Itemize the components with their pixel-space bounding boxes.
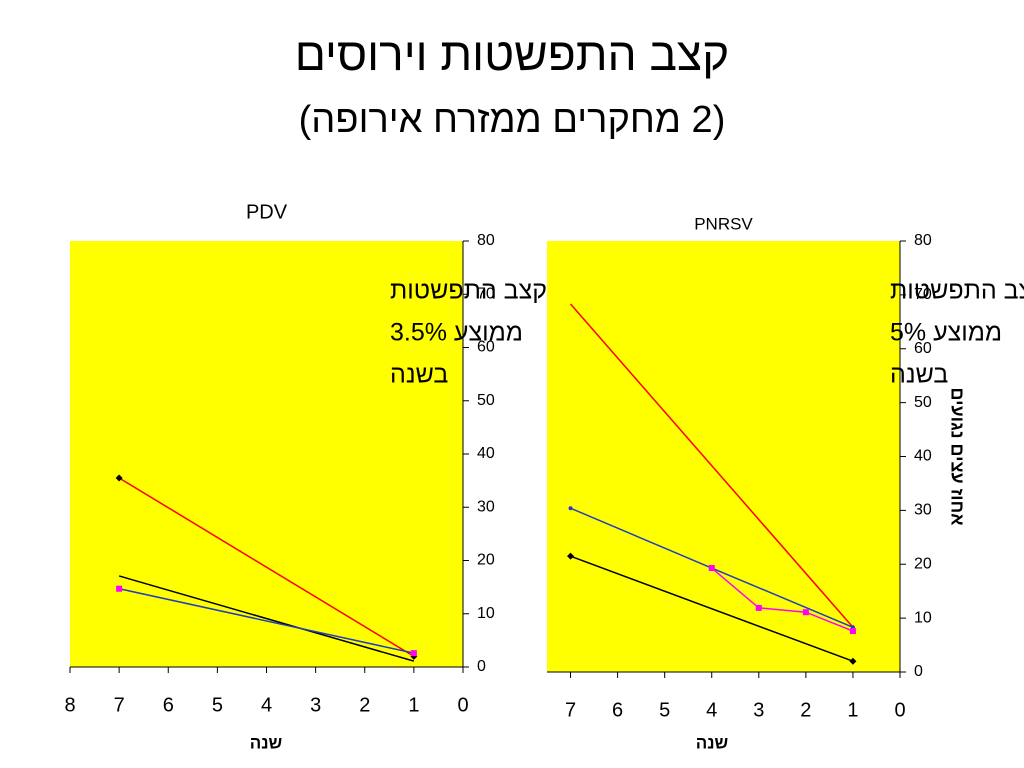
y-tick-label: 30 <box>477 498 495 515</box>
y-tick-label: 60 <box>914 340 932 357</box>
x-tick-label: 6 <box>612 699 623 721</box>
y-tick-label: 0 <box>914 663 923 680</box>
annotation: קצב התפשטות <box>890 277 1024 305</box>
y-tick-label: 10 <box>914 609 932 626</box>
x-tick-label: 8 <box>64 694 75 716</box>
y-tick-label: 70 <box>477 285 495 302</box>
series-line <box>711 567 854 632</box>
x-tick-label: 6 <box>163 694 174 716</box>
y-tick-label: 40 <box>477 445 495 462</box>
x-tick-label: 4 <box>261 694 272 716</box>
x-tick-label: 1 <box>408 694 419 716</box>
annotation: קצב התפשטות <box>390 277 547 305</box>
marker <box>708 565 715 572</box>
marker <box>410 650 417 657</box>
y-tick-label: 30 <box>914 502 932 519</box>
x-tick-label: 3 <box>753 699 764 721</box>
x-tick-label: 5 <box>659 699 670 721</box>
x-tick-label: 2 <box>359 694 370 716</box>
slide-subtitle: (2 מחקרים ממזרח אירופה) <box>299 99 726 141</box>
marker <box>567 552 575 560</box>
marker <box>849 657 857 665</box>
annotation: בשנה <box>890 361 948 389</box>
marker <box>849 628 856 635</box>
marker <box>802 609 809 616</box>
x-tick-label: 5 <box>212 694 223 716</box>
series-line <box>118 587 415 654</box>
x-tick-label: 1 <box>847 699 858 721</box>
y-tick-label: 80 <box>914 232 932 249</box>
y-tick-label: 10 <box>477 605 495 622</box>
plot-area <box>547 241 900 672</box>
x-axis-label: שנה <box>696 733 729 752</box>
annotation: בשנה <box>390 361 448 389</box>
y-tick-label: 60 <box>477 339 495 356</box>
series-line <box>118 477 415 657</box>
y-tick-label: 50 <box>477 392 495 409</box>
slide-title: קצב התפשטות וירוסים <box>295 28 729 80</box>
series-line <box>570 555 854 662</box>
x-tick-label: 0 <box>894 699 905 721</box>
y-tick-label: 50 <box>914 394 932 411</box>
marker <box>755 604 762 611</box>
y-tick-label: 80 <box>477 232 495 249</box>
plot-area <box>70 241 463 667</box>
x-tick-label: 7 <box>114 694 125 716</box>
x-tick-label: 2 <box>800 699 811 721</box>
x-tick-label: 4 <box>706 699 717 721</box>
x-tick-label: 3 <box>310 694 321 716</box>
x-tick-label: 7 <box>565 699 576 721</box>
chart-title: PNRSV <box>694 214 753 233</box>
marker <box>115 474 123 482</box>
marker <box>116 585 123 592</box>
x-axis-label: שנה <box>250 733 283 752</box>
y-tick-label: 40 <box>914 448 932 465</box>
y-tick-label: 20 <box>477 552 495 569</box>
y-tick-label: 20 <box>914 555 932 572</box>
annotation: ממוצע 3.5% <box>390 319 523 347</box>
annotation: ממוצע 5% <box>890 319 1002 347</box>
chart-title: PDV <box>246 201 288 223</box>
series-line <box>118 575 415 662</box>
y-axis-label: אחוז עצים נגועים <box>947 388 967 526</box>
series-line <box>569 303 854 628</box>
marker <box>568 506 573 511</box>
x-tick-label: 0 <box>457 694 468 716</box>
y-tick-label: 0 <box>477 658 486 675</box>
y-tick-label: 70 <box>914 286 932 303</box>
